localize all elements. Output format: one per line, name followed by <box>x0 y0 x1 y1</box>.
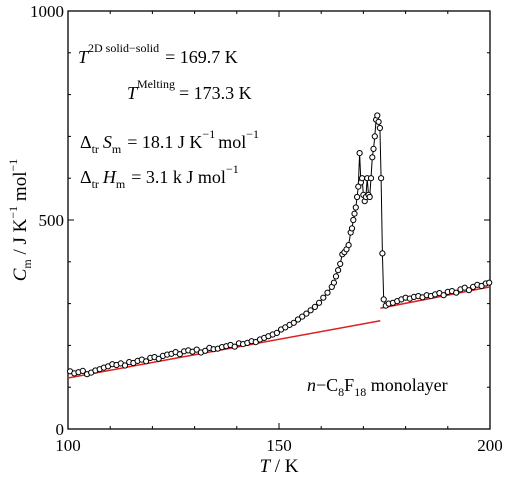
data-series <box>67 112 493 378</box>
data-point <box>379 250 386 257</box>
y-tick-label: 0 <box>56 420 65 439</box>
data-point <box>231 343 238 350</box>
data-point <box>307 307 314 314</box>
data-point <box>374 112 381 119</box>
data-point <box>337 260 344 267</box>
data-point <box>316 299 323 306</box>
data-point <box>453 289 460 296</box>
data-point <box>350 216 357 224</box>
data-point <box>440 292 447 299</box>
data-point <box>369 154 376 161</box>
data-connecting-line <box>69 115 490 375</box>
annotation-transition-enthalpy: Δtr Hm = 3.1 k J mol−1 <box>80 162 239 191</box>
data-point <box>143 358 150 365</box>
data-point <box>375 118 382 125</box>
data-point <box>320 294 327 301</box>
data-point <box>359 175 366 182</box>
data-point <box>348 225 356 232</box>
data-point <box>378 175 385 182</box>
data-point <box>303 310 310 317</box>
data-point <box>380 296 387 303</box>
x-axis-label: T / K <box>259 456 298 477</box>
axis-ticks <box>67 10 491 430</box>
data-point <box>299 313 306 320</box>
y-axis-label: Cm / J K−1 mol−1 <box>6 159 34 282</box>
data-point <box>121 362 129 369</box>
annotation-sample-name: n−C8F18 monolayer <box>307 375 448 399</box>
x-tick-label: 200 <box>477 436 503 455</box>
baseline-line <box>67 319 381 379</box>
data-point <box>486 279 493 286</box>
data-point <box>155 355 162 362</box>
data-point <box>371 133 378 140</box>
data-point <box>354 193 361 201</box>
data-point <box>332 273 340 280</box>
x-tick-label: 150 <box>266 436 292 455</box>
annotation-transition-entropy: Δtr Sm = 18.1 J K−1 mol−1 <box>80 127 259 156</box>
data-point <box>202 347 209 354</box>
data-point <box>290 319 297 326</box>
data-point <box>311 303 318 310</box>
data-point <box>324 289 331 296</box>
data-point <box>176 351 183 358</box>
data-point <box>367 175 375 182</box>
data-point <box>335 267 342 274</box>
y-tick-label: 500 <box>39 211 65 230</box>
baseline-line <box>380 286 491 309</box>
data-point <box>352 204 359 211</box>
annotation-2d-transition-temperature: T2D solid−solid = 169.7 K <box>78 41 238 67</box>
axis-tick-labels: 100 150 200 0 500 1000 <box>30 2 503 455</box>
annotation-melting-temperature: TMelting = 173.3 K <box>127 77 252 103</box>
data-point <box>273 329 280 336</box>
data-point <box>345 242 352 249</box>
data-point <box>294 316 302 323</box>
data-point <box>193 346 200 353</box>
x-tick-label: 100 <box>55 436 81 455</box>
data-point <box>370 145 377 152</box>
data-point <box>366 193 373 201</box>
data-point <box>356 150 363 157</box>
data-point <box>351 210 358 217</box>
y-tick-label: 1000 <box>30 2 64 21</box>
data-point <box>330 279 337 286</box>
data-point <box>465 287 472 294</box>
data-point <box>376 124 383 132</box>
data-point <box>79 367 86 374</box>
